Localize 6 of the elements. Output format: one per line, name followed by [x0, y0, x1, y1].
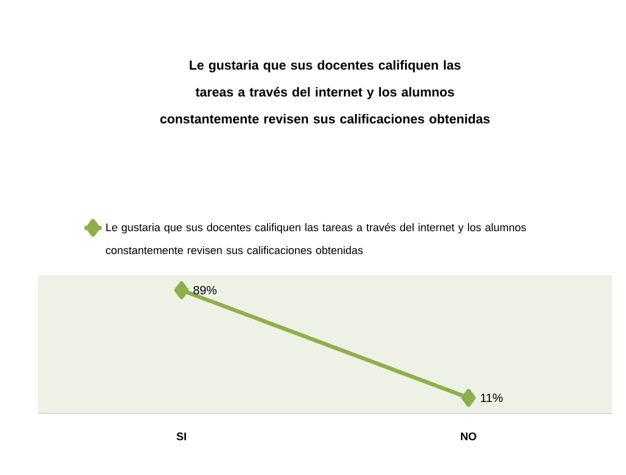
legend-label: Le gustaria que sus docentes califiquen las tareas a través del internet y los alumnos constantemente revisen sus calificaciones obtenidas: [106, 223, 526, 254]
data-label: 11%: [480, 394, 503, 402]
x-tick-label: NO: [461, 432, 476, 440]
x-tick-label: SI: [176, 432, 186, 440]
chart-title: Le gustaria que sus docentes califiquen las tareas a través del internet y los alumnos constantemente revisen sus calificaciones obtenidas: [160, 60, 490, 124]
data-label: 89%: [194, 286, 217, 294]
